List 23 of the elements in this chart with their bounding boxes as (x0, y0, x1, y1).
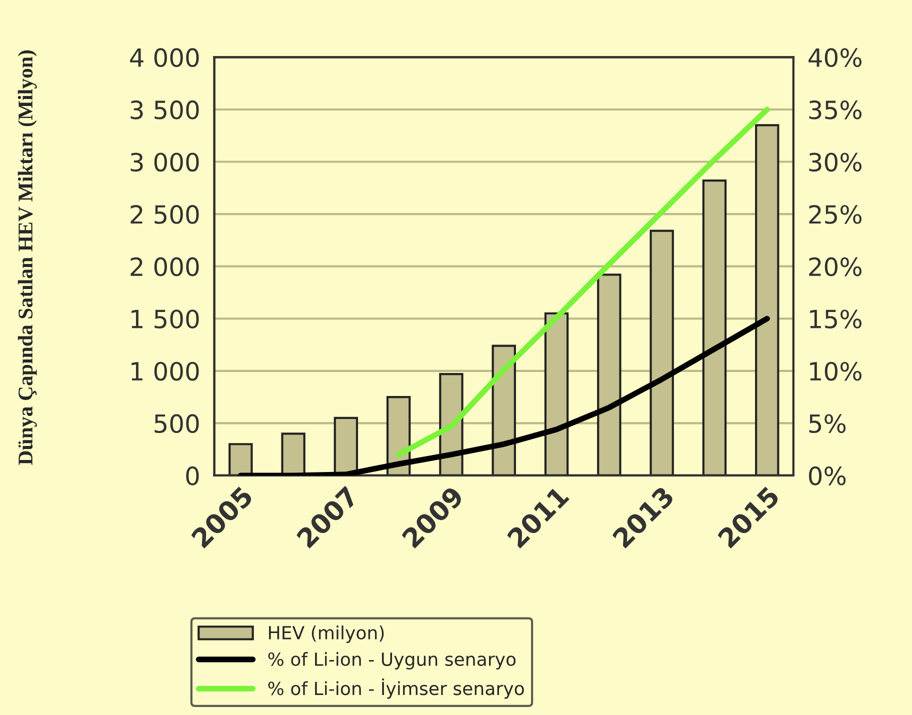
y-tick-label: 2 000 (130, 257, 199, 276)
y-tick-label: 2 500 (130, 204, 199, 224)
y-tick-label: 4 000 (130, 48, 199, 68)
y2-tick-label: 25% (809, 204, 862, 224)
bar (228, 443, 253, 476)
y-tick-label: 3 000 (130, 152, 199, 172)
y-axis-title: Dünya Çapında Satılan HEV Miktarı (Milyon) (18, 50, 37, 465)
y-tick-label: 0 (186, 466, 199, 486)
y2-tick-label: 40% (808, 48, 862, 68)
y2-tick-label: 5% (809, 414, 846, 434)
legend-label: HEV (milyon) (269, 626, 384, 643)
y-tick-label: 1 500 (132, 310, 199, 328)
y2-tick-label: 10% (810, 362, 862, 381)
y2-tick-label: 30% (809, 152, 862, 172)
legend-label: % of Li-ion - Uygun senaryo (268, 652, 516, 670)
y-tick-label: 1 000 (132, 362, 199, 381)
legend-label: % of Li-ion - İyimser senaryo (268, 678, 524, 699)
y2-tick-label: 20% (809, 257, 862, 276)
y2-tick-label: 35% (809, 100, 862, 120)
y-tick-label: 3 500 (130, 100, 199, 120)
y-tick-label: 500 (154, 414, 199, 434)
y2-tick-label: 0% (808, 466, 846, 486)
y2-tick-label: 15% (810, 310, 862, 328)
